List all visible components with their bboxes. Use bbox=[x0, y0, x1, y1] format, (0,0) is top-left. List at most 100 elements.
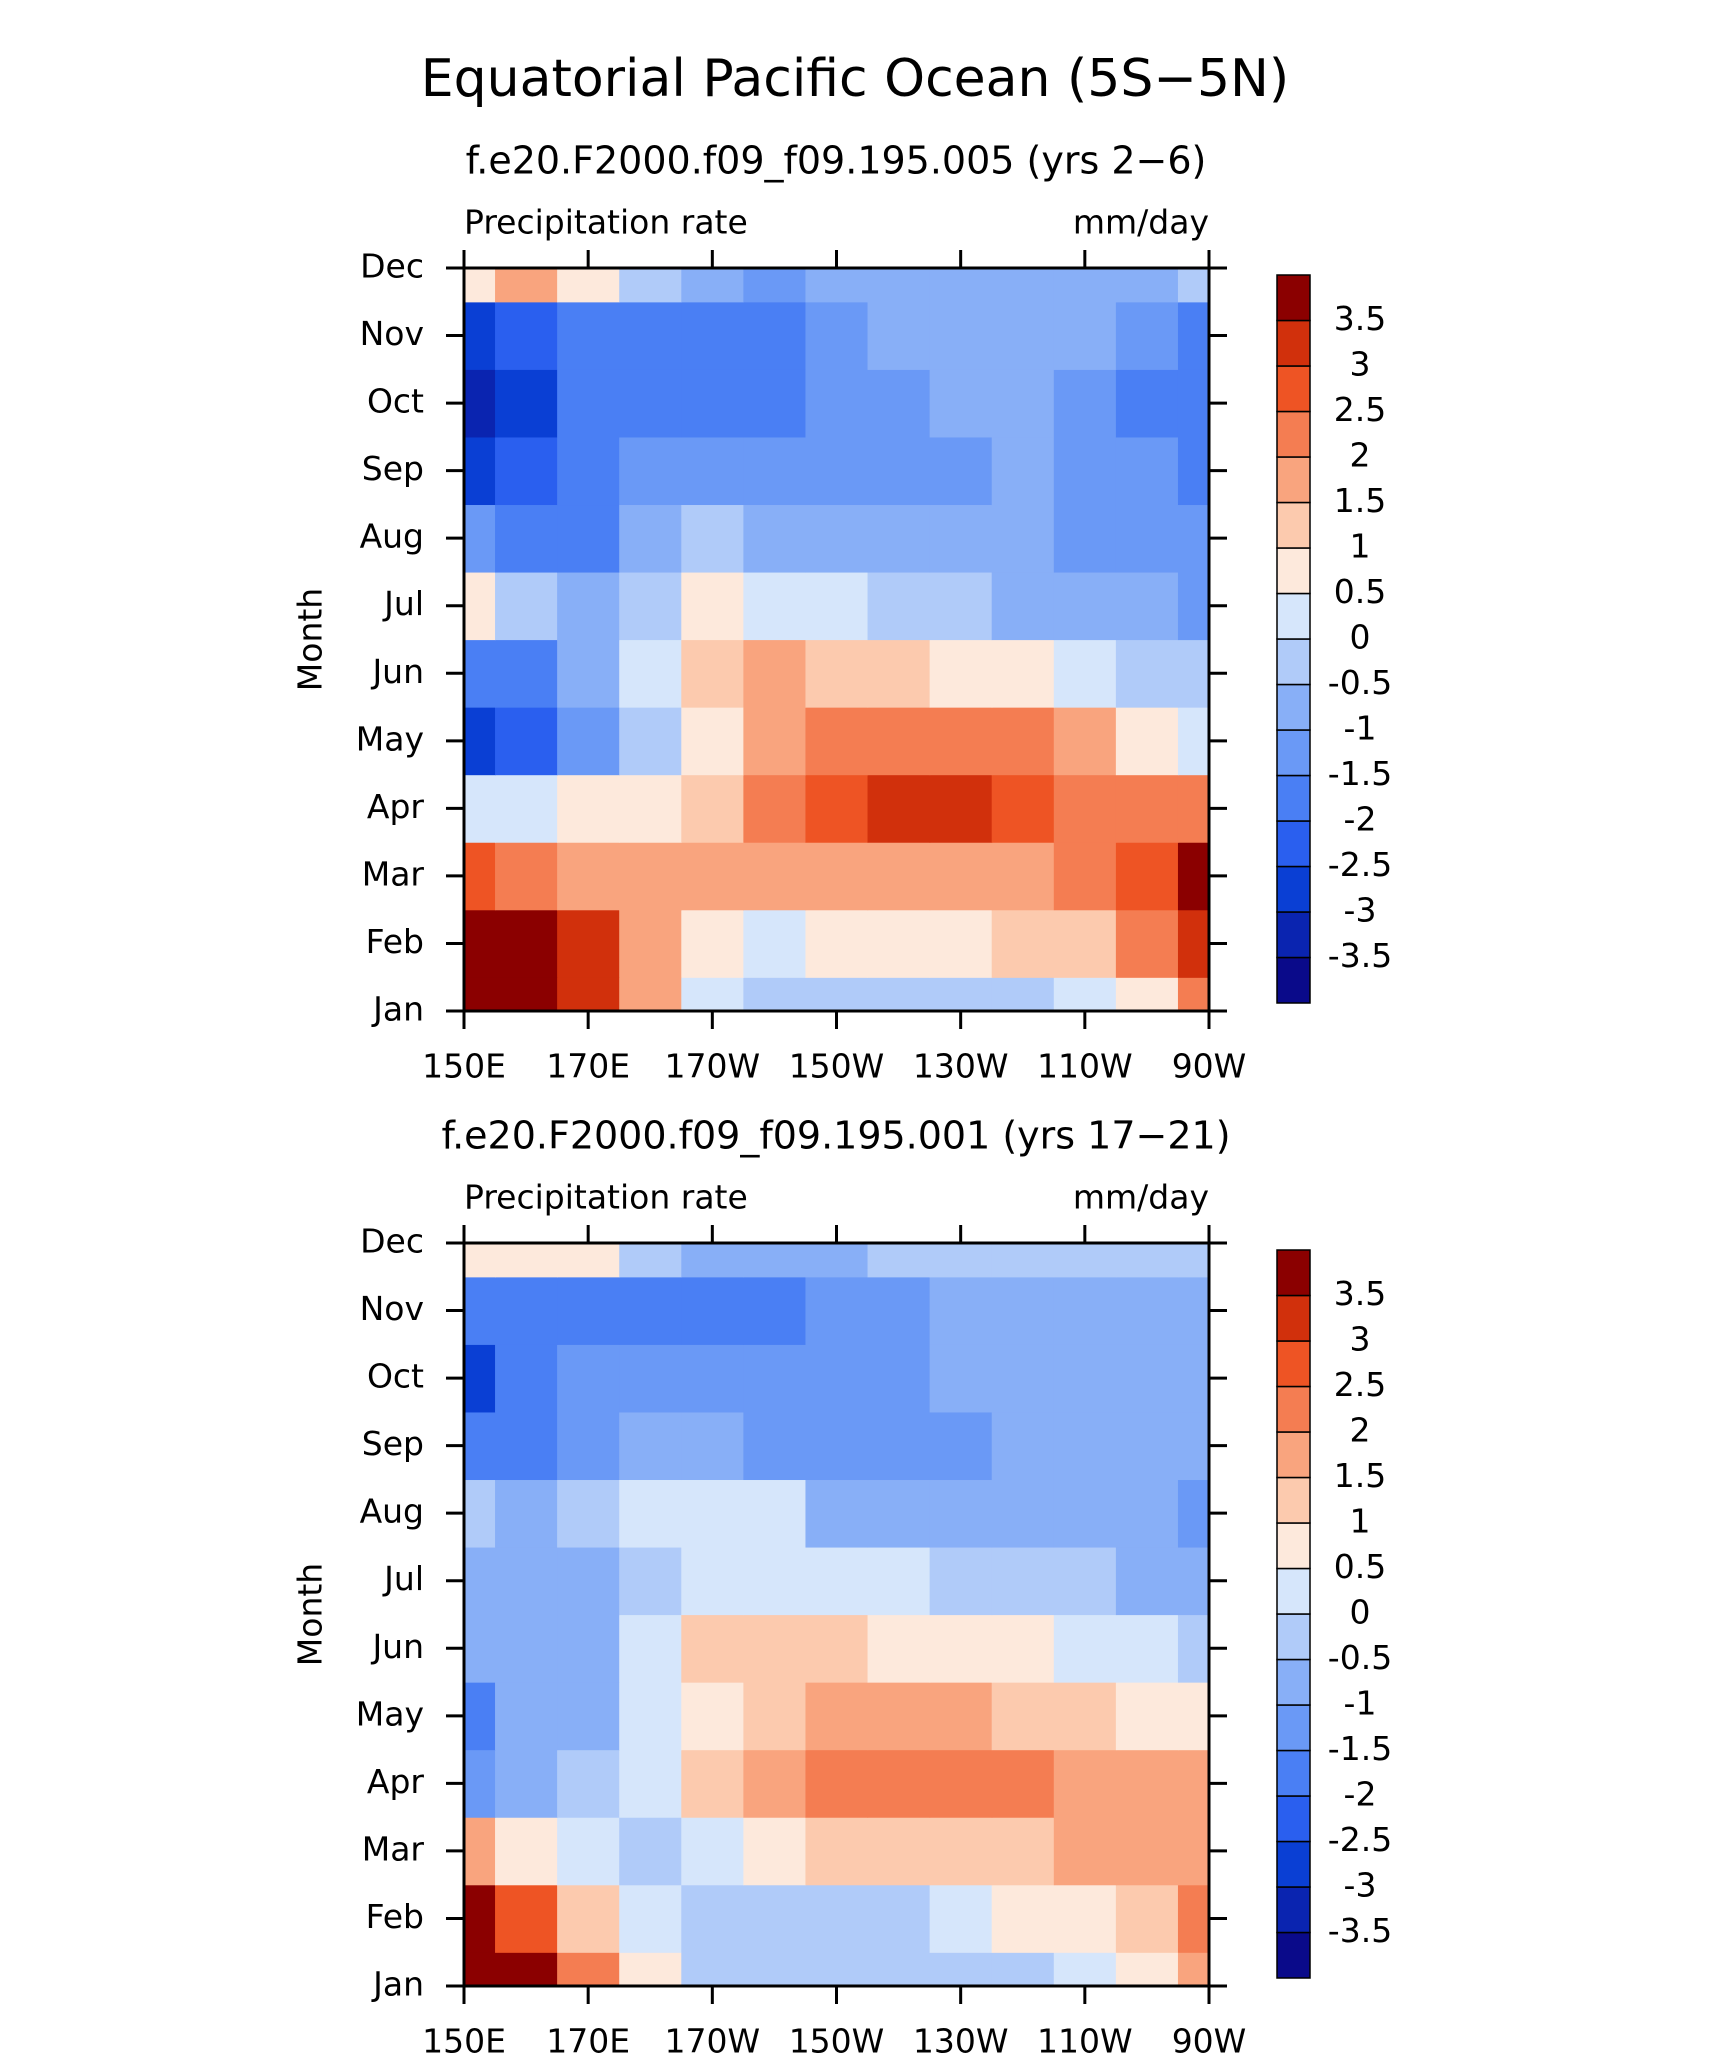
colorbar-box bbox=[1276, 1931, 1311, 1979]
contour-cell bbox=[1115, 639, 1179, 708]
colorbar-box bbox=[1276, 1795, 1311, 1843]
contour-cell bbox=[495, 504, 558, 573]
contour-cell bbox=[867, 1817, 931, 1886]
contour-cell bbox=[805, 571, 869, 641]
contour-cell bbox=[619, 639, 682, 708]
contour-cell bbox=[1177, 1614, 1209, 1683]
contour-cell bbox=[619, 1344, 682, 1413]
contour-cell bbox=[991, 1411, 1055, 1481]
contour-cell bbox=[929, 1682, 993, 1751]
contour-cell bbox=[929, 707, 993, 776]
colorbar-box bbox=[1276, 1886, 1311, 1934]
contour-cell bbox=[1053, 1276, 1117, 1345]
contour-cell bbox=[1115, 774, 1179, 843]
colorbar-box bbox=[1276, 547, 1311, 595]
contour-cell bbox=[619, 1243, 682, 1278]
contour-cell bbox=[495, 774, 558, 843]
contour-cell bbox=[464, 1749, 496, 1818]
colorbar-label: -3 bbox=[1344, 1866, 1377, 1905]
contour-cell bbox=[619, 504, 682, 573]
contour-cell bbox=[867, 1614, 931, 1683]
contour-cell bbox=[929, 1884, 993, 1953]
contour-cell bbox=[1177, 1952, 1209, 1986]
contour-cell bbox=[557, 268, 620, 303]
contour-cell bbox=[495, 1884, 558, 1953]
contour-cell bbox=[495, 301, 558, 370]
contour-cell bbox=[743, 909, 807, 978]
colorbar-box bbox=[1276, 729, 1311, 777]
contour-cell bbox=[681, 571, 744, 641]
colorbar-box bbox=[1276, 365, 1311, 413]
x-tick-label: 130W bbox=[913, 2022, 1009, 2059]
contour-cell bbox=[681, 1344, 744, 1413]
contour-cell bbox=[557, 1546, 620, 1616]
y-tick-label: Aug bbox=[360, 517, 424, 556]
colorbar-label: 0 bbox=[1350, 618, 1371, 657]
contour-cell bbox=[464, 1952, 496, 1986]
contour-cell bbox=[743, 1682, 807, 1751]
contour-cell bbox=[681, 301, 744, 370]
contour-cell bbox=[557, 1749, 620, 1818]
colorbar-label: 1 bbox=[1350, 1502, 1371, 1541]
contour-cell bbox=[1115, 1817, 1179, 1886]
y-tick-label: Mar bbox=[362, 854, 425, 893]
contour-cell bbox=[1115, 571, 1179, 641]
colorbar-label: -3.5 bbox=[1328, 936, 1392, 975]
contour-cell bbox=[1177, 909, 1209, 978]
y-tick-label: Oct bbox=[367, 1357, 424, 1396]
contour-cell bbox=[991, 369, 1055, 438]
x-tick-label: 130W bbox=[913, 1047, 1009, 1086]
contour-cell bbox=[464, 1479, 496, 1548]
contour-cell bbox=[1053, 1884, 1117, 1953]
contour-cell bbox=[1177, 268, 1209, 303]
colorbar-box bbox=[1276, 319, 1311, 367]
contour-cell bbox=[557, 977, 620, 1011]
contour-cell bbox=[1115, 1749, 1179, 1818]
contour-cell bbox=[1053, 1749, 1117, 1818]
contour-cell bbox=[495, 571, 558, 641]
right-label: mm/day bbox=[1073, 203, 1209, 242]
contour-cell bbox=[867, 504, 931, 573]
contour-cell bbox=[557, 774, 620, 843]
contour-cell bbox=[743, 268, 807, 303]
contour-cell bbox=[867, 1243, 931, 1278]
contour-cell bbox=[743, 707, 807, 776]
contour-cell bbox=[929, 436, 993, 506]
contour-cell bbox=[495, 369, 558, 438]
contour-cell bbox=[1053, 504, 1117, 573]
contour-cell bbox=[619, 707, 682, 776]
y-tick-label: Jun bbox=[370, 652, 424, 691]
colorbar-box bbox=[1276, 1431, 1311, 1479]
y-tick-label: Oct bbox=[367, 382, 424, 421]
contour-cell bbox=[1115, 1479, 1179, 1548]
contour-cell bbox=[1177, 1682, 1209, 1751]
y-tick-label: Jul bbox=[382, 584, 424, 623]
colorbar-label: 3.5 bbox=[1334, 299, 1386, 338]
contour-cell bbox=[1177, 1749, 1209, 1818]
contour-cell bbox=[495, 639, 558, 708]
contour-cell bbox=[867, 1884, 931, 1953]
contour-cell bbox=[1177, 571, 1209, 641]
contour-cell bbox=[464, 1411, 496, 1481]
colorbar-label: 2.5 bbox=[1334, 1365, 1386, 1404]
colorbar-box bbox=[1276, 956, 1311, 1004]
contour-cell bbox=[1177, 1276, 1209, 1345]
contour-cell bbox=[681, 639, 744, 708]
contour-cell bbox=[929, 301, 993, 370]
contour-cell bbox=[681, 774, 744, 843]
contour-cell bbox=[619, 774, 682, 843]
contour-cell bbox=[867, 301, 931, 370]
contour-cell bbox=[1177, 977, 1209, 1011]
contour-cell bbox=[619, 977, 682, 1011]
contour-cell bbox=[681, 842, 744, 911]
contour-cell bbox=[1115, 268, 1179, 303]
contour-cell bbox=[1115, 369, 1179, 438]
contour-cell bbox=[1053, 842, 1117, 911]
contour-cell bbox=[929, 268, 993, 303]
colorbar-label: 3.5 bbox=[1334, 1274, 1386, 1313]
contour-cell bbox=[805, 977, 869, 1011]
contour-cell bbox=[1115, 436, 1179, 506]
contour-cell bbox=[805, 1276, 869, 1345]
contour-cell bbox=[805, 1749, 869, 1818]
contour-cell bbox=[1177, 1817, 1209, 1886]
